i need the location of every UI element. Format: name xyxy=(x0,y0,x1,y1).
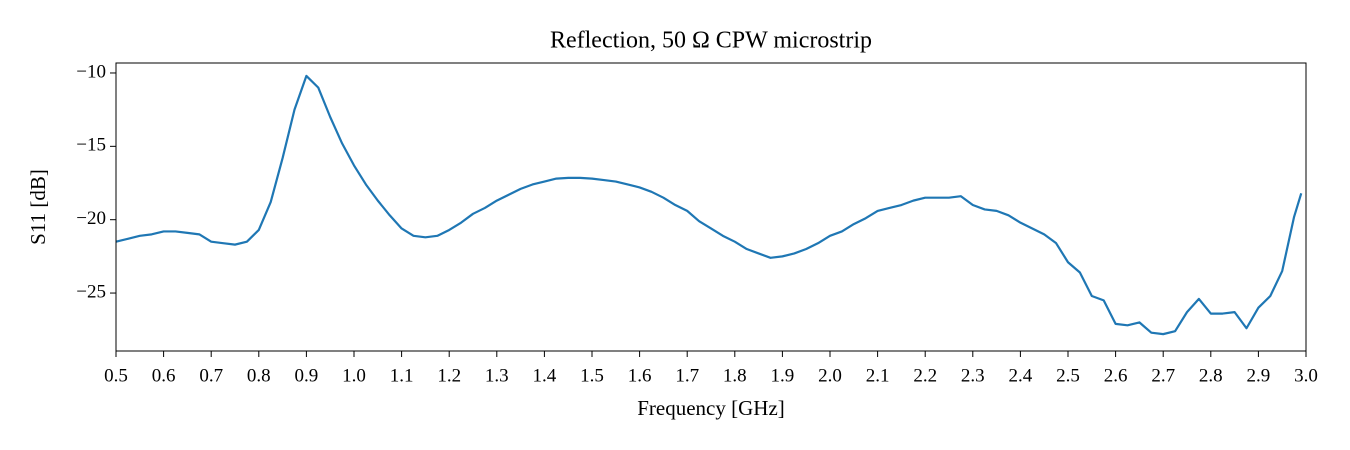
x-tick-label: 2.4 xyxy=(1009,365,1033,386)
y-axis-label: S11 [dB] xyxy=(26,169,50,245)
y-tick-label: −10 xyxy=(76,61,106,82)
x-tick-label: 2.5 xyxy=(1056,365,1080,386)
x-tick-label: 1.8 xyxy=(723,365,747,386)
x-tick-label: 1.1 xyxy=(390,365,414,386)
chart-title: Reflection, 50 Ω CPW microstrip xyxy=(550,28,872,54)
x-tick-label: 0.9 xyxy=(295,365,319,386)
x-tick-label: 1.5 xyxy=(580,365,604,386)
plot-frame xyxy=(115,62,1307,352)
x-tick-label: 2.0 xyxy=(818,365,842,386)
x-tick-label: 0.5 xyxy=(104,365,128,386)
x-axis-label: Frequency [GHz] xyxy=(637,396,785,420)
line-series xyxy=(115,74,1303,336)
x-tick-label: 1.7 xyxy=(675,365,699,386)
x-tick-label: 2.2 xyxy=(913,365,937,386)
x-tick-label: 0.8 xyxy=(247,365,271,386)
x-tick-label: 2.6 xyxy=(1104,365,1128,386)
x-tick-label: 1.2 xyxy=(437,365,461,386)
x-tick-label: 2.1 xyxy=(866,365,890,386)
y-tick-label: −20 xyxy=(76,208,106,229)
x-tick-label: 1.0 xyxy=(342,365,366,386)
x-tick-label: 3.0 xyxy=(1294,365,1318,386)
x-tick-label: 2.9 xyxy=(1247,365,1271,386)
y-tick-label: −25 xyxy=(76,281,106,302)
x-tick-label: 1.3 xyxy=(485,365,509,386)
x-tick-label: 0.7 xyxy=(199,365,223,386)
x-tick-label: 0.6 xyxy=(152,365,176,386)
x-tick-label: 2.3 xyxy=(961,365,985,386)
x-tick-label: 2.8 xyxy=(1199,365,1223,386)
x-tick-label: 1.9 xyxy=(771,365,795,386)
x-tick-label: 1.4 xyxy=(533,365,557,386)
y-tick-label: −15 xyxy=(76,135,106,156)
x-tick-label: 1.6 xyxy=(628,365,652,386)
x-tick-label: 2.7 xyxy=(1151,365,1175,386)
